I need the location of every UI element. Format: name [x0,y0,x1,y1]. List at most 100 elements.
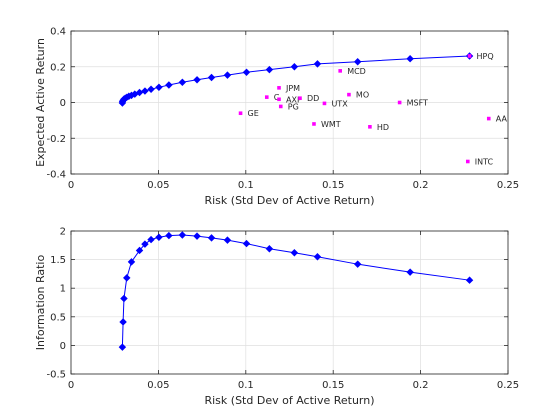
information-ratio-point [141,240,149,248]
return-risk-plot: HPQ MCD JPM MO C AXP DD UTX MSFT PG GE AA WMT HD INTC [118,52,508,166]
information-ratio-point [155,233,163,242]
information-ratio-y-label: Information Ratio [34,255,47,351]
frontier-point [265,65,274,74]
information-ratio-axes: 0 0.05 0.1 0.15 0.2 0.25-0.500.511.52 Risk (S… [34,227,519,408]
information-ratio-plot [118,231,474,351]
information-ratio-point [265,245,274,253]
stock-label: INTC [475,157,494,166]
stock-point [397,100,402,105]
information-ratio-point [406,268,414,276]
information-ratio-point [127,258,136,266]
stock-label: PG [288,102,299,111]
y-tick-label: 1 [60,284,66,295]
stock-point [298,96,302,101]
frontier-point [223,71,232,79]
return-risk-frame [70,30,509,175]
frontier-point [207,73,216,82]
stock-point [338,69,342,73]
stock-label: MO [356,91,369,100]
y-tick-label: -0.5 [46,370,66,381]
stock-label: AXP [286,95,302,104]
stock-point [264,95,269,99]
frontier-point [193,76,201,84]
stock-label: MCD [347,67,366,76]
frontier-point [242,68,251,77]
x-tick-label: 0.1 [238,380,254,391]
y-tick-label: -0.4 [46,170,66,181]
stock-point [277,86,281,90]
frontier-point [406,54,414,63]
information-ratio-point [193,232,201,240]
information-ratio-point [120,294,128,303]
x-tick-label: 0.25 [497,380,519,391]
information-ratio-point [165,231,173,240]
information-ratio-point [290,249,299,257]
stock-point [465,159,470,164]
frontier-point [178,78,187,87]
x-tick-label: 0.15 [322,380,344,391]
frontier-point [141,87,149,95]
information-ratio-point [147,235,155,244]
information-ratio-point [223,236,232,244]
y-tick-label: 2 [60,227,66,238]
stock-point [238,111,243,116]
return-risk-y-label: Expected Active Return [34,38,47,167]
information-ratio-point [465,276,474,284]
x-tick-label: 0.15 [322,180,344,191]
stock-label: GE [248,109,259,118]
information-ratio-point [178,231,187,239]
y-tick-label: 0 [60,98,66,109]
y-tick-label: 1.5 [50,255,66,266]
frontier-point [165,81,173,89]
information-ratio-point [353,260,362,268]
x-tick-label: 0 [68,180,74,191]
stock-label: WMT [321,120,341,129]
x-tick-label: 0.25 [497,180,519,191]
y-tick-label: 0.4 [50,27,66,38]
x-tick-label: 0 [68,380,74,391]
stock-label: AA [496,115,508,124]
information-ratio-frame [70,230,509,375]
information-ratio-point [135,246,144,255]
information-ratio-x-label: Risk (Std Dev of Active Return) [204,394,374,407]
stock-label: DD [307,94,319,103]
frontier-point [313,60,322,68]
return-risk-x-label: Risk (Std Dev of Active Return) [204,194,374,207]
x-tick-label: 0.1 [238,180,254,191]
frontier-point [290,63,299,71]
y-tick-label: 0 [60,341,66,352]
return-risk-axes: 0 0.05 0.1 0.15 0.2 0.25 -0.4 -0.2 0 0.2 0.4 HPQ MC… [34,27,519,208]
stock-point [467,54,472,58]
frontier-point [353,58,362,66]
stock-label: HD [377,123,389,132]
stock-label: JPM [285,84,300,93]
information-ratio-ticks: 0 0.05 0.1 0.15 0.2 0.25-0.500.511.52 [46,227,519,392]
stock-point [347,92,351,97]
stock-point [486,116,491,121]
x-tick-label: 0.05 [147,380,169,391]
stock-point [368,125,372,129]
information-ratio-point [118,343,127,351]
stock-point [277,97,281,102]
return-risk-ticks: 0 0.05 0.1 0.15 0.2 0.25 -0.4 -0.2 0 0.2 0.4 [46,27,519,192]
stock-label: UTX [331,99,348,108]
y-tick-label: 0.2 [50,62,66,73]
stock-label: MSFT [407,99,428,108]
information-ratio-point [119,318,127,326]
information-ratio-point [313,253,322,261]
stock-label: HPQ [477,52,494,61]
stock-point [278,104,283,109]
stock-point [312,122,316,126]
y-tick-label: 0.5 [50,312,66,323]
x-tick-label: 0.05 [147,180,169,191]
information-ratio-point [207,234,216,242]
x-tick-label: 0.2 [413,180,429,191]
x-tick-label: 0.2 [413,380,429,391]
frontier-point [147,85,155,93]
information-ratio-point [123,274,131,282]
stock-point [322,101,327,106]
information-ratio-point [242,239,251,248]
frontier-point [155,83,163,92]
y-tick-label: -0.2 [46,134,66,145]
